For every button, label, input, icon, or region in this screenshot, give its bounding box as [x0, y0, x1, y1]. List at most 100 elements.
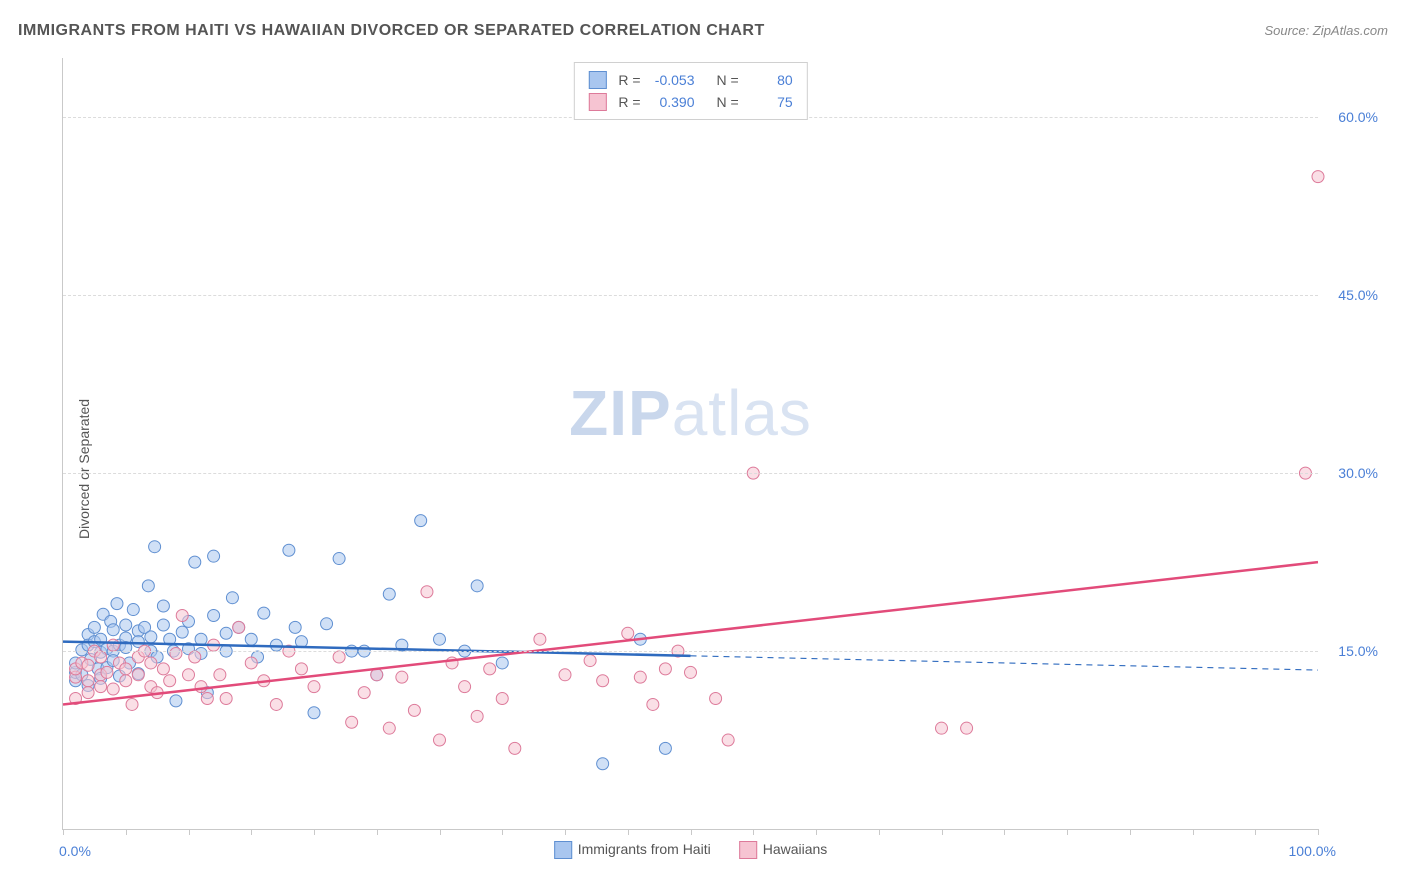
series-legend-item-hawaiian: Hawaiians	[739, 841, 828, 859]
scatter-point-haiti	[283, 544, 295, 556]
x-tick	[502, 829, 503, 835]
x-tick	[691, 829, 692, 835]
correlation-legend: R =-0.053N =80R =0.390N =75	[573, 62, 807, 120]
scatter-point-hawaiian	[107, 639, 119, 651]
scatter-svg	[63, 58, 1318, 829]
plot-area: ZIPatlas R =-0.053N =80R =0.390N =75 0.0…	[62, 58, 1318, 830]
scatter-point-hawaiian	[421, 586, 433, 598]
scatter-point-haiti	[157, 600, 169, 612]
scatter-point-haiti	[220, 627, 232, 639]
series-legend-item-haiti: Immigrants from Haiti	[554, 841, 711, 859]
legend-n-prefix: N =	[717, 91, 739, 113]
scatter-point-hawaiian	[270, 698, 282, 710]
x-tick	[753, 829, 754, 835]
legend-n-prefix: N =	[717, 69, 739, 91]
legend-r-value-hawaiian: 0.390	[647, 91, 695, 113]
scatter-point-hawaiian	[710, 693, 722, 705]
scatter-point-hawaiian	[333, 651, 345, 663]
scatter-point-haiti	[142, 580, 154, 592]
y-tick-label: 60.0%	[1338, 109, 1378, 125]
x-tick	[1130, 829, 1131, 835]
scatter-point-haiti	[321, 618, 333, 630]
scatter-point-hawaiian	[170, 647, 182, 659]
source-name: ZipAtlas.com	[1313, 23, 1388, 38]
y-tick-label: 15.0%	[1338, 643, 1378, 659]
scatter-point-haiti	[145, 631, 157, 643]
scatter-point-hawaiian	[647, 698, 659, 710]
series-label-hawaiian: Hawaiians	[763, 841, 828, 857]
source-prefix: Source:	[1264, 23, 1312, 38]
scatter-point-haiti	[333, 553, 345, 565]
x-tick	[377, 829, 378, 835]
legend-swatch-haiti	[588, 71, 606, 89]
scatter-point-hawaiian	[358, 687, 370, 699]
scatter-point-hawaiian	[101, 666, 113, 678]
scatter-point-hawaiian	[233, 621, 245, 633]
y-tick-label: 30.0%	[1338, 465, 1378, 481]
source-attribution: Source: ZipAtlas.com	[1264, 23, 1388, 38]
scatter-point-hawaiian	[1312, 171, 1324, 183]
scatter-point-haiti	[127, 604, 139, 616]
scatter-point-haiti	[149, 541, 161, 553]
scatter-point-hawaiian	[622, 627, 634, 639]
x-tick	[1318, 829, 1319, 835]
scatter-point-hawaiian	[534, 633, 546, 645]
scatter-point-hawaiian	[961, 722, 973, 734]
series-swatch-haiti	[554, 841, 572, 859]
scatter-point-hawaiian	[634, 671, 646, 683]
scatter-point-hawaiian	[659, 663, 671, 675]
legend-n-value-hawaiian: 75	[745, 91, 793, 113]
scatter-point-haiti	[258, 607, 270, 619]
scatter-point-hawaiian	[189, 651, 201, 663]
scatter-point-hawaiian	[936, 722, 948, 734]
scatter-point-hawaiian	[201, 693, 213, 705]
scatter-point-hawaiian	[132, 669, 144, 681]
x-tick	[63, 829, 64, 835]
scatter-point-hawaiian	[164, 675, 176, 687]
scatter-point-hawaiian	[383, 722, 395, 734]
x-tick	[1004, 829, 1005, 835]
scatter-point-haiti	[170, 695, 182, 707]
scatter-point-hawaiian	[145, 657, 157, 669]
x-tick	[440, 829, 441, 835]
y-tick-label: 45.0%	[1338, 287, 1378, 303]
scatter-point-haiti	[107, 624, 119, 636]
x-tick	[942, 829, 943, 835]
header-row: IMMIGRANTS FROM HAITI VS HAWAIIAN DIVORC…	[18, 22, 1388, 40]
scatter-point-haiti	[415, 515, 427, 527]
scatter-point-haiti	[383, 588, 395, 600]
gridline-h	[63, 473, 1318, 474]
scatter-point-hawaiian	[434, 734, 446, 746]
scatter-point-hawaiian	[408, 704, 420, 716]
scatter-point-hawaiian	[195, 681, 207, 693]
scatter-point-hawaiian	[295, 663, 307, 675]
scatter-point-hawaiian	[183, 669, 195, 681]
x-tick	[1193, 829, 1194, 835]
scatter-point-hawaiian	[597, 675, 609, 687]
chart-container: Divorced or Separated ZIPatlas R =-0.053…	[18, 58, 1388, 880]
scatter-point-hawaiian	[584, 655, 596, 667]
x-tick	[314, 829, 315, 835]
x-tick	[565, 829, 566, 835]
legend-swatch-hawaiian	[588, 93, 606, 111]
scatter-point-haiti	[157, 619, 169, 631]
scatter-point-haiti	[208, 550, 220, 562]
legend-r-prefix: R =	[618, 69, 640, 91]
scatter-point-haiti	[496, 657, 508, 669]
scatter-point-hawaiian	[95, 651, 107, 663]
scatter-point-haiti	[208, 609, 220, 621]
scatter-point-haiti	[289, 621, 301, 633]
scatter-point-hawaiian	[120, 675, 132, 687]
legend-r-prefix: R =	[618, 91, 640, 113]
scatter-point-haiti	[226, 592, 238, 604]
legend-n-value-haiti: 80	[745, 69, 793, 91]
scatter-point-haiti	[111, 598, 123, 610]
x-tick	[189, 829, 190, 835]
scatter-point-hawaiian	[509, 742, 521, 754]
scatter-point-hawaiian	[82, 687, 94, 699]
x-tick	[879, 829, 880, 835]
scatter-point-hawaiian	[214, 669, 226, 681]
series-swatch-hawaiian	[739, 841, 757, 859]
scatter-point-hawaiian	[685, 666, 697, 678]
x-tick	[816, 829, 817, 835]
